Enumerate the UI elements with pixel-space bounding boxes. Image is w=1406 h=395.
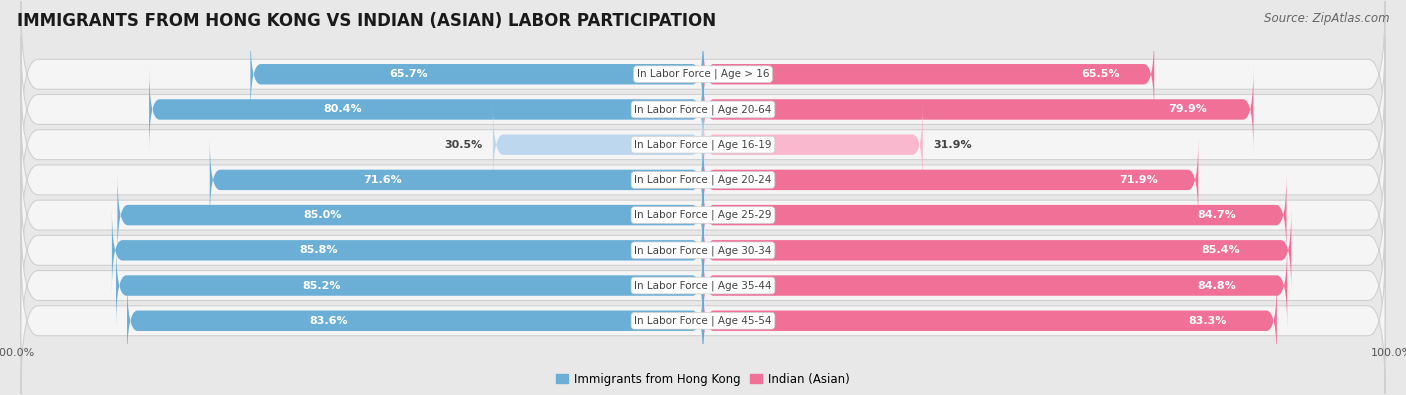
Text: IMMIGRANTS FROM HONG KONG VS INDIAN (ASIAN) LABOR PARTICIPATION: IMMIGRANTS FROM HONG KONG VS INDIAN (ASI…	[17, 12, 716, 30]
Text: 84.7%: 84.7%	[1197, 210, 1236, 220]
Text: 85.2%: 85.2%	[302, 280, 340, 291]
Text: In Labor Force | Age 16-19: In Labor Force | Age 16-19	[634, 139, 772, 150]
Text: 65.5%: 65.5%	[1081, 69, 1119, 79]
Text: 83.3%: 83.3%	[1189, 316, 1227, 326]
FancyBboxPatch shape	[21, 36, 1385, 182]
Text: 65.7%: 65.7%	[389, 69, 427, 79]
FancyBboxPatch shape	[703, 243, 1288, 328]
FancyBboxPatch shape	[703, 137, 1198, 222]
Legend: Immigrants from Hong Kong, Indian (Asian): Immigrants from Hong Kong, Indian (Asian…	[551, 368, 855, 390]
FancyBboxPatch shape	[209, 137, 703, 222]
Text: In Labor Force | Age 45-54: In Labor Force | Age 45-54	[634, 316, 772, 326]
Text: 85.8%: 85.8%	[299, 245, 337, 255]
FancyBboxPatch shape	[21, 142, 1385, 288]
Text: In Labor Force | Age > 16: In Labor Force | Age > 16	[637, 69, 769, 79]
Text: 31.9%: 31.9%	[934, 140, 972, 150]
FancyBboxPatch shape	[21, 1, 1385, 147]
FancyBboxPatch shape	[149, 67, 703, 152]
Text: Source: ZipAtlas.com: Source: ZipAtlas.com	[1264, 12, 1389, 25]
Text: In Labor Force | Age 35-44: In Labor Force | Age 35-44	[634, 280, 772, 291]
FancyBboxPatch shape	[112, 208, 703, 293]
Text: In Labor Force | Age 25-29: In Labor Force | Age 25-29	[634, 210, 772, 220]
Text: 71.6%: 71.6%	[363, 175, 402, 185]
FancyBboxPatch shape	[703, 102, 922, 187]
Text: 85.4%: 85.4%	[1202, 245, 1240, 255]
Text: 84.8%: 84.8%	[1198, 280, 1236, 291]
FancyBboxPatch shape	[494, 102, 703, 187]
FancyBboxPatch shape	[117, 173, 703, 258]
FancyBboxPatch shape	[21, 213, 1385, 359]
FancyBboxPatch shape	[703, 173, 1286, 258]
FancyBboxPatch shape	[250, 32, 703, 117]
Text: 85.0%: 85.0%	[304, 210, 342, 220]
FancyBboxPatch shape	[703, 208, 1291, 293]
Text: In Labor Force | Age 30-34: In Labor Force | Age 30-34	[634, 245, 772, 256]
FancyBboxPatch shape	[21, 248, 1385, 394]
Text: 71.9%: 71.9%	[1119, 175, 1159, 185]
Text: 80.4%: 80.4%	[323, 104, 363, 115]
FancyBboxPatch shape	[127, 278, 703, 363]
Text: 83.6%: 83.6%	[309, 316, 347, 326]
Text: In Labor Force | Age 20-64: In Labor Force | Age 20-64	[634, 104, 772, 115]
Text: In Labor Force | Age 20-24: In Labor Force | Age 20-24	[634, 175, 772, 185]
Text: 79.9%: 79.9%	[1168, 104, 1206, 115]
FancyBboxPatch shape	[117, 243, 703, 328]
FancyBboxPatch shape	[703, 278, 1277, 363]
FancyBboxPatch shape	[21, 177, 1385, 324]
FancyBboxPatch shape	[21, 107, 1385, 253]
FancyBboxPatch shape	[703, 32, 1154, 117]
FancyBboxPatch shape	[21, 71, 1385, 218]
Text: 30.5%: 30.5%	[444, 140, 482, 150]
FancyBboxPatch shape	[703, 67, 1254, 152]
